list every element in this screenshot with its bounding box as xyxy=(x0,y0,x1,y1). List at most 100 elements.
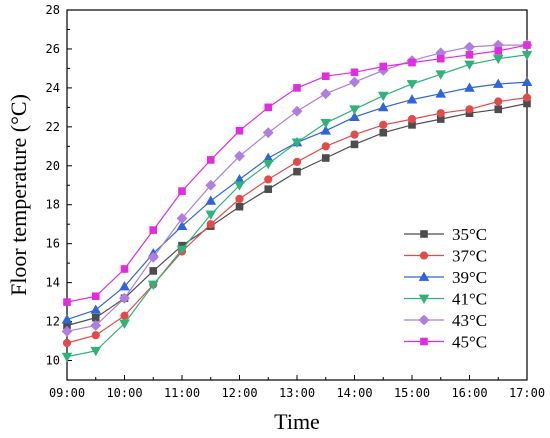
data-point xyxy=(521,76,533,86)
series xyxy=(62,93,532,348)
legend-label: 43°C xyxy=(452,311,487,330)
data-point xyxy=(494,47,503,55)
data-point xyxy=(464,82,475,92)
data-point xyxy=(235,194,244,203)
data-point xyxy=(321,72,330,81)
data-point xyxy=(176,212,188,224)
legend-label: 45°C xyxy=(452,333,487,352)
data-point xyxy=(436,54,445,63)
data-point xyxy=(349,76,360,88)
data-point xyxy=(464,41,475,53)
data-point xyxy=(205,210,217,220)
data-point xyxy=(494,105,503,114)
data-point xyxy=(406,80,418,90)
data-point xyxy=(377,91,389,102)
data-point xyxy=(406,94,418,104)
data-point xyxy=(63,298,71,306)
data-point xyxy=(119,281,130,291)
data-point xyxy=(320,125,332,135)
data-point xyxy=(464,60,475,70)
legend-item: 43°C xyxy=(404,311,487,330)
x-tick-label: 16:00 xyxy=(451,386,487,400)
data-point xyxy=(349,111,360,122)
legend-marker xyxy=(420,337,428,346)
data-point xyxy=(91,292,100,301)
y-tick-label: 12 xyxy=(46,315,60,329)
data-point xyxy=(90,304,102,314)
data-point xyxy=(176,245,188,255)
data-point xyxy=(119,292,130,304)
data-point xyxy=(120,265,129,273)
data-point xyxy=(350,130,359,139)
y-tick-label: 16 xyxy=(46,237,60,251)
data-point xyxy=(349,105,360,115)
data-point xyxy=(234,181,245,191)
data-point xyxy=(320,119,332,129)
data-point xyxy=(264,185,273,193)
data-point xyxy=(235,126,244,135)
data-point xyxy=(522,93,532,102)
data-point xyxy=(90,346,102,357)
data-point xyxy=(147,280,159,290)
x-tick-label: 17:00 xyxy=(509,386,545,400)
legend-marker xyxy=(418,271,430,281)
x-axis-title: Time xyxy=(274,409,320,434)
data-point xyxy=(321,154,330,162)
data-point xyxy=(291,138,303,148)
data-point xyxy=(492,78,504,88)
data-point xyxy=(264,175,273,184)
data-point xyxy=(435,88,447,98)
y-tick-label: 20 xyxy=(46,159,60,173)
legend-item: 37°C xyxy=(404,247,487,266)
legend-marker xyxy=(420,230,428,238)
data-point xyxy=(178,187,186,195)
legend-item: 35°C xyxy=(404,225,487,244)
data-point xyxy=(205,179,217,191)
x-tick-label: 12:00 xyxy=(221,386,257,400)
data-point xyxy=(262,127,274,139)
data-point xyxy=(62,338,72,348)
legend-label: 37°C xyxy=(452,247,487,266)
legend-marker xyxy=(419,251,429,260)
data-point xyxy=(91,331,100,340)
legend-item: 39°C xyxy=(404,268,487,287)
x-tick-label: 11:00 xyxy=(164,386,200,400)
y-tick-label: 10 xyxy=(46,354,60,368)
data-point xyxy=(436,109,445,118)
data-point xyxy=(149,267,158,275)
data-point xyxy=(262,159,274,170)
y-axis-title: Floor temperature (°C) xyxy=(6,94,31,296)
series xyxy=(61,50,533,363)
data-point xyxy=(379,128,388,137)
data-point xyxy=(521,50,533,61)
data-point xyxy=(176,220,188,231)
legend-item: 45°C xyxy=(404,333,487,352)
legend-marker xyxy=(418,314,430,326)
data-point xyxy=(206,220,215,229)
y-tick-label: 18 xyxy=(46,198,60,212)
data-point xyxy=(407,114,417,124)
series xyxy=(63,41,531,306)
legend-label: 41°C xyxy=(452,290,487,309)
legend-marker xyxy=(418,294,430,304)
data-point xyxy=(119,319,130,329)
data-point xyxy=(350,140,359,149)
data-point xyxy=(206,156,215,164)
data-point xyxy=(492,54,504,65)
data-point xyxy=(234,150,245,162)
data-point xyxy=(350,68,359,77)
data-point xyxy=(435,70,447,80)
data-point xyxy=(494,97,503,106)
data-point xyxy=(120,311,129,320)
data-point xyxy=(321,142,330,151)
legend-label: 39°C xyxy=(452,268,487,287)
data-point xyxy=(264,103,273,112)
data-point xyxy=(149,226,158,234)
data-point xyxy=(61,352,73,363)
data-point xyxy=(147,251,159,263)
axis-ticks: 10 12 14 16 18 20 22 24 26 28 09:00 10:00 11:00 12:00… xyxy=(46,3,546,400)
y-tick-label: 26 xyxy=(46,42,60,56)
data-point xyxy=(293,167,301,176)
data-point xyxy=(523,41,531,49)
